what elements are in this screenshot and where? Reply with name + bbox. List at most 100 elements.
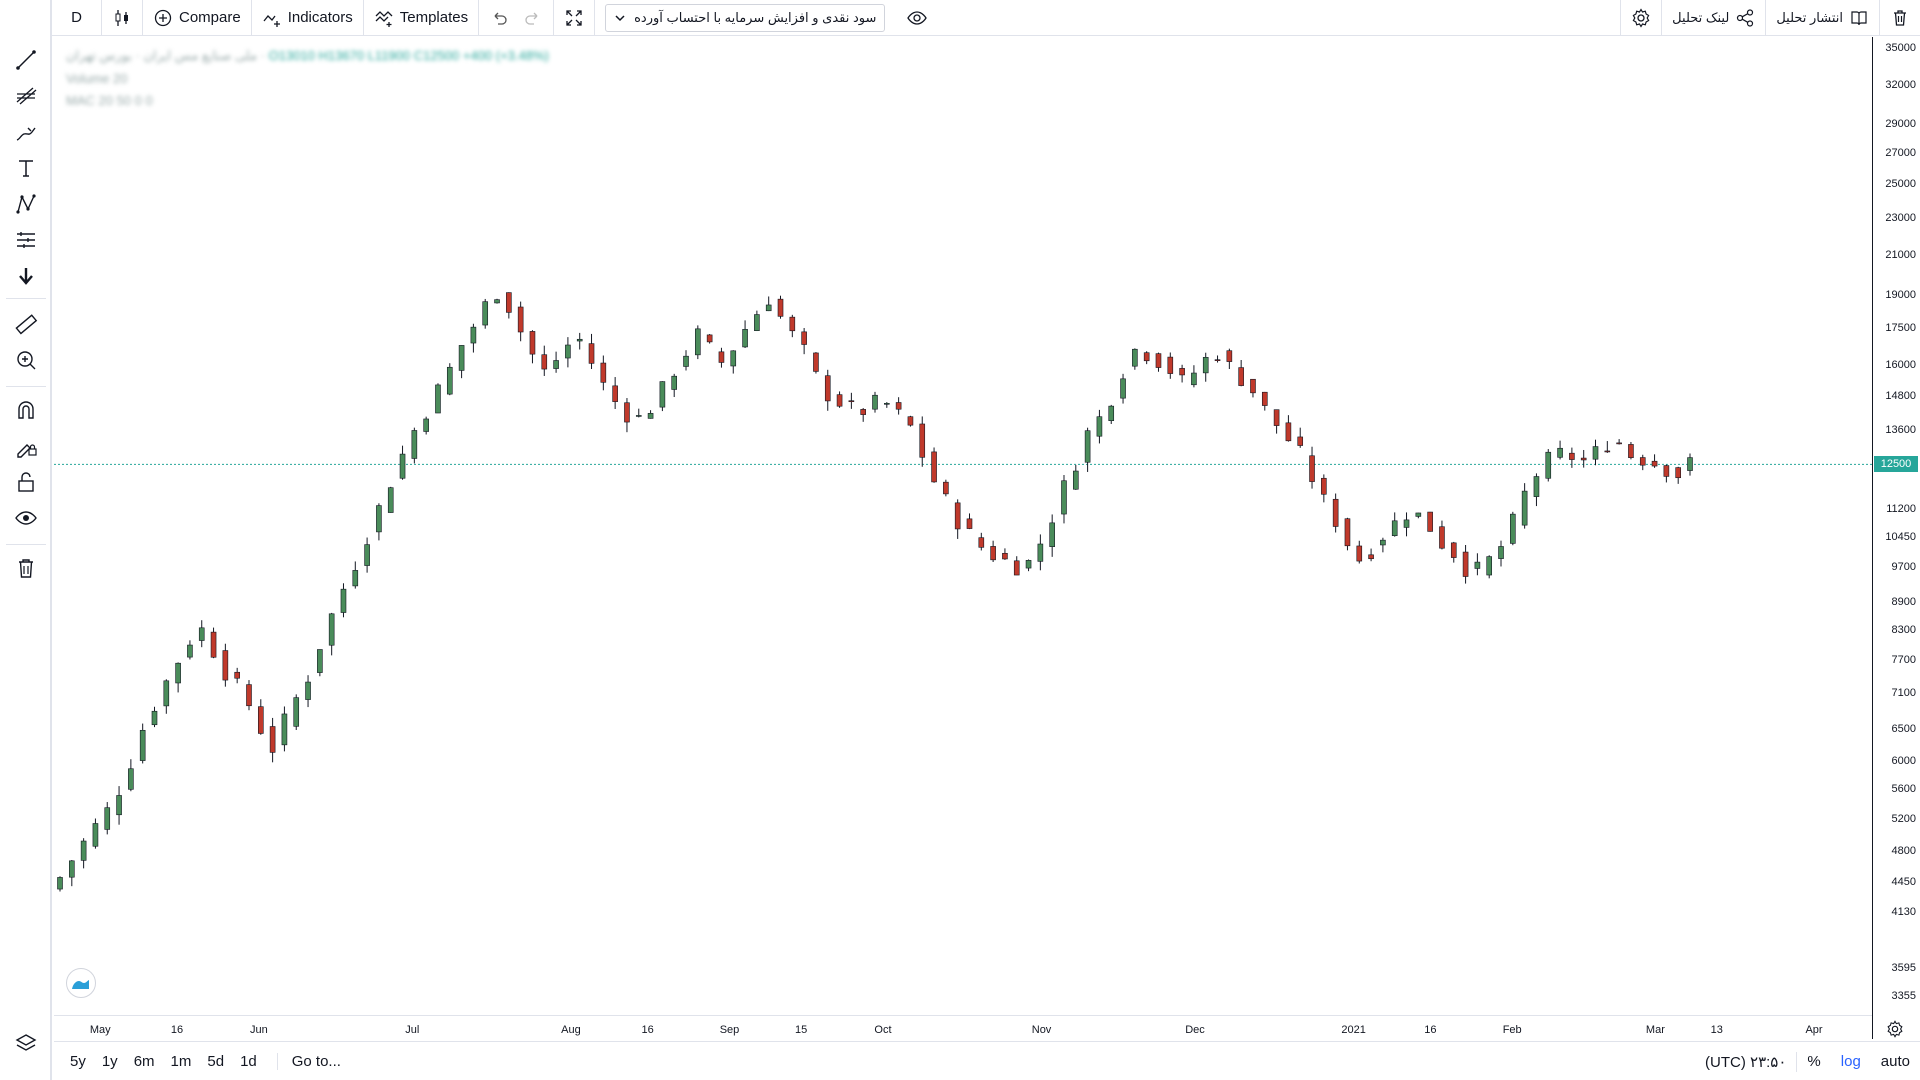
candle-down	[1309, 455, 1315, 482]
range-1m[interactable]: 1m	[170, 1052, 192, 1070]
candle-up	[1380, 539, 1386, 546]
candle-up	[1084, 430, 1091, 463]
candle-down	[1155, 353, 1162, 368]
price-tick: 32000	[1885, 78, 1916, 91]
time-tick: 13	[1710, 1024, 1723, 1036]
price-chart[interactable]	[54, 37, 1872, 1039]
go-to-date-button[interactable]: Go to...	[276, 1052, 341, 1070]
range-5y[interactable]: 5y	[70, 1052, 86, 1070]
candle-up	[576, 338, 583, 342]
ruler-icon[interactable]	[10, 308, 42, 340]
candle-up	[187, 644, 193, 658]
price-tick: 4450	[1891, 875, 1916, 888]
price-tick: 27000	[1885, 147, 1916, 160]
indicators-button[interactable]: Indicators	[252, 0, 364, 36]
link-analysis-button[interactable]: لینک تحلیل	[1661, 0, 1765, 36]
trend-line-icon[interactable]	[10, 44, 42, 76]
candle-up	[1415, 512, 1422, 517]
lock-drawing-icon[interactable]	[10, 430, 42, 462]
redo-icon[interactable]	[523, 8, 543, 28]
range-1d[interactable]: 1d	[240, 1052, 257, 1070]
candle-up	[151, 710, 158, 726]
arrow-down-icon[interactable]	[10, 260, 42, 292]
price-tick: 10450	[1885, 530, 1916, 543]
data-adjustment-select[interactable]: سود نقدی و افزایش سرمایه با احتساب آورده	[605, 3, 886, 32]
price-tick: 29000	[1885, 118, 1916, 131]
undo-icon[interactable]	[489, 8, 509, 28]
magnet-icon[interactable]	[10, 394, 42, 426]
candle-down	[1002, 552, 1008, 560]
candle-down	[1639, 457, 1646, 466]
candle-down	[517, 306, 524, 333]
candle-up	[116, 795, 122, 816]
eye-icon[interactable]	[10, 502, 42, 534]
candle-up	[494, 299, 500, 304]
compare-button[interactable]: Compare	[143, 0, 252, 36]
unlock-icon[interactable]	[10, 466, 42, 498]
chart-pane[interactable]	[54, 37, 1872, 1039]
time-scale[interactable]: May 16 Jun Jul Aug 16 Sep 15 Oct Nov Dec 2021 16 Feb M…	[54, 1015, 1872, 1041]
candle-down	[848, 400, 855, 403]
brush-icon[interactable]	[10, 116, 42, 148]
candle-down	[234, 671, 240, 679]
price-tick: 4800	[1891, 845, 1916, 858]
candle-down	[931, 451, 937, 483]
templates-icon	[375, 10, 393, 27]
range-1y[interactable]: 1y	[101, 1052, 118, 1070]
price-tick: 5600	[1891, 782, 1916, 795]
percent-scale-toggle[interactable]: %	[1807, 1053, 1821, 1070]
candle-up	[139, 729, 146, 761]
candle-down	[1368, 554, 1374, 560]
candle-down	[1439, 526, 1445, 549]
gear-icon	[1632, 8, 1650, 28]
log-scale-toggle[interactable]: log	[1840, 1053, 1861, 1070]
layers-icon[interactable]	[10, 1028, 42, 1060]
candle-up	[364, 544, 370, 566]
chart-logo-icon[interactable]	[66, 968, 96, 998]
fib-retracement-icon[interactable]	[10, 80, 42, 112]
clock-display[interactable]: ۲۳:۵۰ (UTC)	[1705, 1053, 1787, 1071]
auto-scale-toggle[interactable]: auto	[1880, 1053, 1910, 1070]
zoom-in-icon[interactable]	[10, 344, 42, 376]
candle-up	[328, 613, 335, 646]
candle-up	[1049, 522, 1055, 547]
candle-down	[1462, 551, 1469, 577]
templates-button[interactable]: Templates	[364, 0, 480, 36]
publish-analysis-button[interactable]: انتشار تحلیل	[1765, 0, 1879, 36]
range-5d[interactable]: 5d	[207, 1052, 225, 1070]
text-icon[interactable]	[10, 152, 42, 184]
candle-down	[1356, 545, 1363, 562]
templates-label: Templates	[399, 9, 469, 26]
candle-up	[1687, 457, 1693, 471]
candle-down	[269, 726, 276, 753]
candle-up	[1486, 556, 1493, 576]
chart-type-button[interactable]	[102, 0, 143, 36]
interval-button[interactable]: D	[52, 0, 102, 36]
pattern-icon[interactable]	[10, 188, 42, 220]
fullscreen-button[interactable]	[554, 0, 596, 36]
candle-up	[1545, 451, 1552, 479]
candle-up	[765, 304, 772, 312]
forecast-icon[interactable]	[10, 224, 42, 256]
settings-button[interactable]	[1620, 0, 1661, 36]
legend-mac: MAC 20 50 0 0	[66, 93, 153, 108]
candle-up	[57, 877, 63, 890]
trash-icon[interactable]	[10, 552, 42, 584]
visibility-button[interactable]	[899, 0, 935, 36]
scale-settings-button[interactable]	[1880, 1018, 1910, 1040]
time-tick: 2021	[1341, 1024, 1366, 1036]
candle-down	[907, 416, 914, 426]
divider	[1796, 1051, 1798, 1072]
candle-down	[246, 684, 252, 707]
candle-down	[1013, 560, 1020, 576]
candle-up	[293, 697, 300, 727]
candle-up	[305, 681, 311, 700]
delete-button[interactable]	[1879, 0, 1920, 36]
candle-down	[860, 409, 866, 415]
candle-down	[718, 351, 725, 363]
candle-down	[1450, 542, 1457, 558]
candle-down	[210, 631, 217, 658]
price-scale[interactable]: 35000 32000 29000 27000 25000 23000 21000 19000…	[1872, 37, 1920, 1039]
range-6m[interactable]: 6m	[133, 1052, 155, 1070]
candle-up	[1096, 416, 1103, 437]
